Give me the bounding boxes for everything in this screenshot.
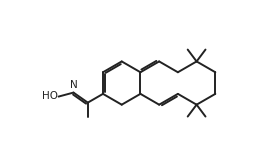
Text: HO: HO: [41, 91, 58, 101]
Text: N: N: [70, 80, 78, 90]
